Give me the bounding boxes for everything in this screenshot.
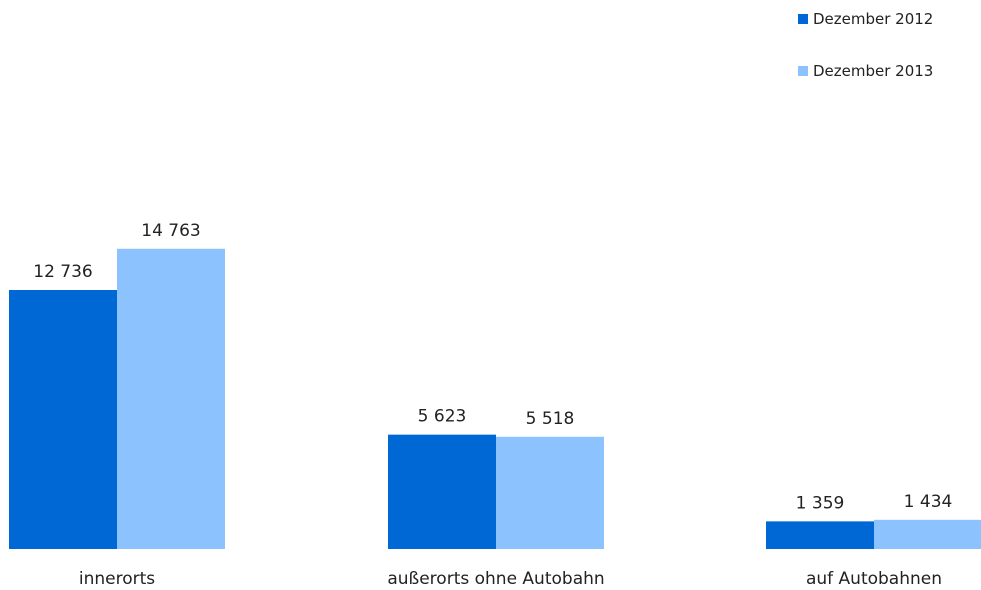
legend-item-2013: Dezember 2013 xyxy=(798,60,933,82)
bar-2013-0 xyxy=(117,248,225,549)
data-label-2013-2: 1 434 xyxy=(904,492,953,512)
data-label-2012-0: 12 736 xyxy=(33,262,92,282)
legend-swatch-2012 xyxy=(798,14,808,24)
data-label-2012-2: 1 359 xyxy=(796,493,845,513)
legend-item-2012: Dezember 2012 xyxy=(798,8,933,30)
legend-label-2013: Dezember 2013 xyxy=(813,62,934,80)
legend-swatch-2013 xyxy=(798,66,808,76)
bar-2012-1 xyxy=(388,434,496,549)
bar-2013-1 xyxy=(496,436,604,549)
data-label-2013-0: 14 763 xyxy=(141,221,200,241)
legend: Dezember 2012 Dezember 2013 xyxy=(798,8,933,82)
data-label-2013-1: 5 518 xyxy=(526,409,575,429)
bar-2012-2 xyxy=(766,521,874,549)
category-label-0: innerorts xyxy=(79,569,155,589)
category-label-1: außerorts ohne Autobahn xyxy=(387,569,604,589)
category-label-2: auf Autobahnen xyxy=(806,569,942,589)
legend-label-2012: Dezember 2012 xyxy=(813,10,934,28)
data-label-2012-1: 5 623 xyxy=(418,407,467,427)
bar-2012-0 xyxy=(9,290,117,549)
bar-2013-2 xyxy=(874,519,981,549)
